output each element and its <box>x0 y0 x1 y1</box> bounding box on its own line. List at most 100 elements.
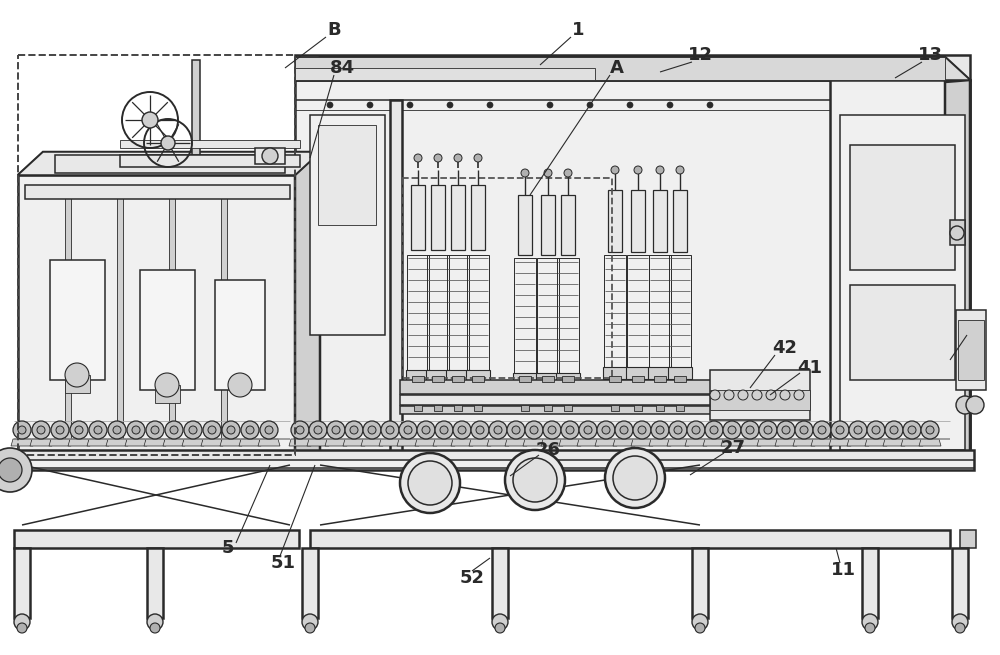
Bar <box>668 367 692 379</box>
Circle shape <box>564 169 572 177</box>
Circle shape <box>782 426 790 434</box>
Bar <box>519 376 531 382</box>
Polygon shape <box>295 80 970 455</box>
Bar <box>471 185 485 250</box>
Circle shape <box>926 426 934 434</box>
Circle shape <box>367 102 373 108</box>
Circle shape <box>246 426 254 434</box>
Circle shape <box>70 421 88 439</box>
Polygon shape <box>415 439 437 446</box>
Bar <box>467 255 489 370</box>
Polygon shape <box>125 439 147 446</box>
Bar <box>626 367 650 379</box>
Text: 12: 12 <box>688 46 712 64</box>
Circle shape <box>345 421 363 439</box>
Circle shape <box>296 426 304 434</box>
Circle shape <box>669 421 687 439</box>
Circle shape <box>227 426 235 434</box>
Circle shape <box>265 426 273 434</box>
Circle shape <box>831 421 849 439</box>
Circle shape <box>724 390 734 400</box>
Bar <box>426 370 450 382</box>
Polygon shape <box>505 439 527 446</box>
Circle shape <box>228 373 252 397</box>
Polygon shape <box>775 439 797 446</box>
Bar <box>474 405 482 411</box>
Bar <box>406 370 430 382</box>
Circle shape <box>37 426 45 434</box>
Circle shape <box>471 421 489 439</box>
Circle shape <box>440 426 448 434</box>
Circle shape <box>146 421 164 439</box>
Circle shape <box>867 421 885 439</box>
Bar <box>557 258 579 373</box>
Circle shape <box>705 421 723 439</box>
Polygon shape <box>667 439 689 446</box>
Circle shape <box>584 426 592 434</box>
Bar <box>120 155 300 167</box>
Circle shape <box>950 226 964 240</box>
Polygon shape <box>295 55 970 80</box>
Polygon shape <box>901 439 923 446</box>
Polygon shape <box>739 439 761 446</box>
Circle shape <box>780 390 790 400</box>
Circle shape <box>764 426 772 434</box>
Polygon shape <box>945 80 970 457</box>
Bar <box>318 125 376 225</box>
Circle shape <box>613 456 657 500</box>
Polygon shape <box>144 439 166 446</box>
Circle shape <box>587 102 593 108</box>
Polygon shape <box>201 439 223 446</box>
Circle shape <box>407 102 413 108</box>
Text: 84: 84 <box>329 59 355 77</box>
Circle shape <box>222 421 240 439</box>
Circle shape <box>692 614 708 630</box>
Circle shape <box>903 421 921 439</box>
Bar <box>648 367 672 379</box>
Bar <box>310 115 385 335</box>
Circle shape <box>505 450 565 510</box>
Circle shape <box>548 426 556 434</box>
Circle shape <box>512 426 520 434</box>
Bar <box>452 376 464 382</box>
Bar <box>631 190 645 252</box>
Bar <box>402 178 612 378</box>
Bar <box>521 405 529 411</box>
Circle shape <box>561 421 579 439</box>
Circle shape <box>161 136 175 150</box>
Bar <box>427 255 449 370</box>
Circle shape <box>474 154 482 162</box>
Bar <box>564 405 572 411</box>
Circle shape <box>476 426 484 434</box>
Polygon shape <box>18 175 295 455</box>
Circle shape <box>14 614 30 630</box>
Circle shape <box>752 390 762 400</box>
Polygon shape <box>30 439 52 446</box>
Circle shape <box>327 421 345 439</box>
Text: 26: 26 <box>536 441 560 459</box>
Circle shape <box>434 154 442 162</box>
Bar <box>18 55 295 455</box>
Polygon shape <box>18 152 320 175</box>
Circle shape <box>314 426 322 434</box>
Polygon shape <box>613 439 635 446</box>
Circle shape <box>543 421 561 439</box>
Circle shape <box>495 623 505 633</box>
Bar <box>692 548 708 618</box>
Polygon shape <box>469 439 491 446</box>
Bar <box>255 148 285 164</box>
Polygon shape <box>239 439 261 446</box>
Circle shape <box>189 426 197 434</box>
Circle shape <box>627 102 633 108</box>
Circle shape <box>547 102 553 108</box>
Bar <box>472 376 484 382</box>
Circle shape <box>728 426 736 434</box>
Bar <box>537 258 559 373</box>
Polygon shape <box>829 439 851 446</box>
Bar <box>295 57 945 80</box>
Polygon shape <box>559 439 581 446</box>
Bar <box>411 185 425 250</box>
Circle shape <box>494 426 502 434</box>
Bar <box>513 373 537 385</box>
Circle shape <box>260 421 278 439</box>
